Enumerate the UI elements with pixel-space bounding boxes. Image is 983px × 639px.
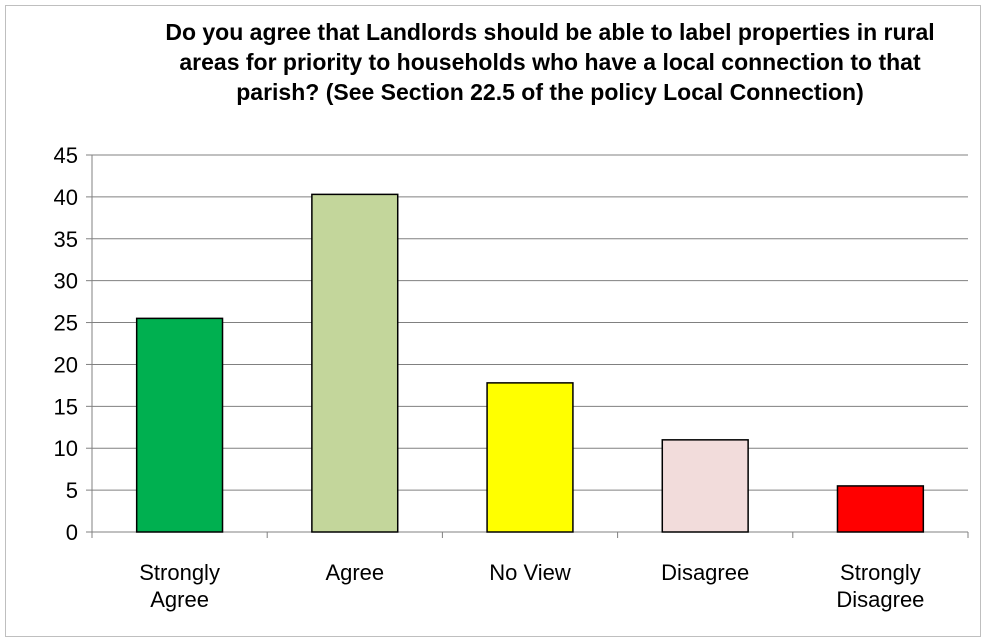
- x-category-label-line: No View: [489, 560, 571, 585]
- y-tick-label: 35: [54, 227, 78, 252]
- y-tick-label: 5: [66, 478, 78, 503]
- bar-no-view: [486, 382, 574, 533]
- x-category-label-line: Strongly: [139, 560, 220, 585]
- x-category-label-line: Agree: [325, 560, 384, 585]
- x-category-label-line: Disagree: [836, 587, 924, 612]
- x-category-label-line: Strongly: [840, 560, 921, 585]
- bar-agree: [311, 193, 399, 533]
- x-category-label: No View: [489, 560, 571, 585]
- bars: [135, 193, 925, 533]
- bar-disagree: [661, 439, 749, 533]
- y-tick-label: 45: [54, 143, 78, 168]
- x-category-label-line: Agree: [150, 587, 209, 612]
- x-category-label: Strongly Disagree: [836, 560, 924, 612]
- y-tick-label: 30: [54, 269, 78, 294]
- y-tick-label: 25: [54, 311, 78, 336]
- bar-strongly-agree: [135, 317, 224, 533]
- y-tick-label: 10: [54, 436, 78, 461]
- y-tick-label: 20: [54, 352, 78, 377]
- x-category-label: Agree: [325, 560, 384, 585]
- y-tick-label: 0: [66, 520, 78, 545]
- x-category-label: Strongly Agree: [139, 560, 220, 612]
- y-tick-labels: 0 5 10 15 20 25 30 35 40 45: [54, 143, 78, 545]
- y-tick-label: 15: [54, 394, 78, 419]
- bar-strongly-disagree: [836, 485, 925, 533]
- x-category-label-line: Disagree: [661, 560, 749, 585]
- y-tick-label: 40: [54, 185, 78, 210]
- chart-title: Do you agree that Landlords should be ab…: [165, 19, 935, 105]
- x-category-label: Disagree: [661, 560, 749, 585]
